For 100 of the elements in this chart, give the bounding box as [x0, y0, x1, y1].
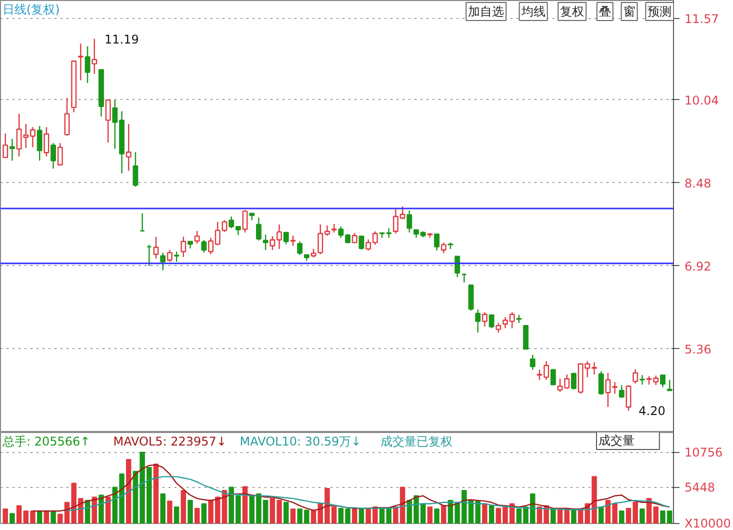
bar: [2, 508, 8, 524]
candlestick: [262, 234, 268, 251]
candlestick: [194, 230, 200, 244]
candlestick: [639, 374, 645, 386]
candlestick: [454, 256, 460, 278]
candlestick: [78, 42, 84, 81]
candlestick: [598, 370, 604, 396]
annotation: 成交量: [598, 434, 634, 448]
candlestick: [160, 252, 166, 271]
candlestick: [256, 216, 262, 242]
candlestick: [180, 236, 186, 258]
candlestick: [496, 322, 502, 334]
bar: [488, 505, 494, 524]
y-tick-label: 11.57: [684, 12, 719, 26]
bar: [242, 486, 248, 524]
annotation: 叠: [598, 4, 611, 18]
candlestick: [660, 374, 666, 388]
annotation: 均线: [520, 4, 546, 18]
bar: [10, 513, 15, 524]
candlestick: [2, 132, 8, 159]
candlestick: [666, 379, 672, 392]
bar: [194, 508, 200, 524]
annotation: 加自选: [468, 4, 504, 18]
bar: [482, 503, 488, 524]
y-tick-label: 10.04: [684, 93, 719, 108]
annotation: 窗: [623, 4, 636, 18]
candlestick: [358, 236, 364, 250]
candlestick: [571, 372, 576, 390]
bar: [188, 500, 193, 524]
bar: [598, 506, 604, 524]
candlestick: [9, 138, 15, 162]
candlestick: [92, 38, 98, 75]
candlestick: [488, 314, 494, 329]
candlestick: [632, 368, 638, 384]
annotation: 11.19: [104, 32, 139, 46]
bar: [571, 508, 576, 524]
annotation: 4.20: [638, 404, 666, 418]
candlestick: [57, 142, 63, 166]
candlestick: [64, 97, 70, 136]
text: MAVOL10: 30.59万↓: [240, 434, 362, 448]
candlestick: [475, 309, 481, 334]
candlestick: [523, 324, 529, 350]
bar: [201, 503, 207, 524]
bar: [284, 502, 289, 524]
candlestick: [105, 99, 111, 144]
candlestick: [132, 152, 138, 188]
candlestick: [153, 236, 159, 260]
bar: [550, 508, 556, 524]
bar: [105, 496, 111, 524]
annotation: 成交量已复权: [380, 434, 453, 448]
y-tick-label: 6.92: [684, 259, 712, 274]
y-tick-label: 5.36: [684, 342, 712, 356]
bar: [427, 506, 433, 524]
bar: [180, 490, 186, 524]
candlestick: [468, 284, 474, 312]
bar: [640, 508, 645, 524]
bar: [174, 506, 180, 524]
candlestick: [550, 369, 556, 386]
y-tick-label: 10756: [684, 446, 723, 460]
candlestick: [440, 242, 446, 254]
line-series: [66, 476, 670, 512]
candlestick: [84, 46, 90, 84]
bar: [619, 510, 624, 524]
text: MAVOL5: 223957↓: [113, 434, 226, 448]
candlestick: [530, 354, 536, 370]
candlestick: [406, 210, 412, 234]
bar: [358, 508, 364, 524]
bar: [153, 464, 159, 524]
bar: [352, 508, 358, 524]
bar: [440, 505, 446, 524]
annotation: 复权: [560, 4, 584, 18]
bar: [160, 493, 166, 524]
candlestick: [166, 249, 172, 262]
candlestick: [36, 125, 42, 162]
candlestick: [626, 384, 632, 412]
bar: [434, 508, 440, 524]
text: 总手: 205566↑: [2, 434, 90, 448]
candlestick: [618, 384, 624, 399]
annotation: 预测: [648, 4, 672, 18]
candlestick: [482, 312, 488, 328]
bar: [50, 510, 56, 524]
bar: [290, 508, 296, 524]
candlestick: [50, 142, 56, 170]
candlestick: [201, 239, 207, 254]
candlestick: [242, 210, 248, 234]
candlestick: [44, 126, 50, 157]
bar: [653, 506, 659, 524]
candlestick: [297, 240, 303, 256]
candlestick: [290, 235, 296, 246]
candlestick: [283, 232, 289, 245]
line-series: [32, 464, 670, 512]
bar: [98, 494, 104, 524]
candlestick: [174, 251, 180, 262]
bar: [167, 500, 172, 524]
y-tick-label: X10000: [684, 516, 731, 530]
bar: [126, 459, 132, 524]
bar: [557, 509, 563, 524]
candlestick: [434, 233, 440, 252]
bar: [16, 505, 22, 524]
chart-title: 日线(复权): [2, 2, 60, 16]
